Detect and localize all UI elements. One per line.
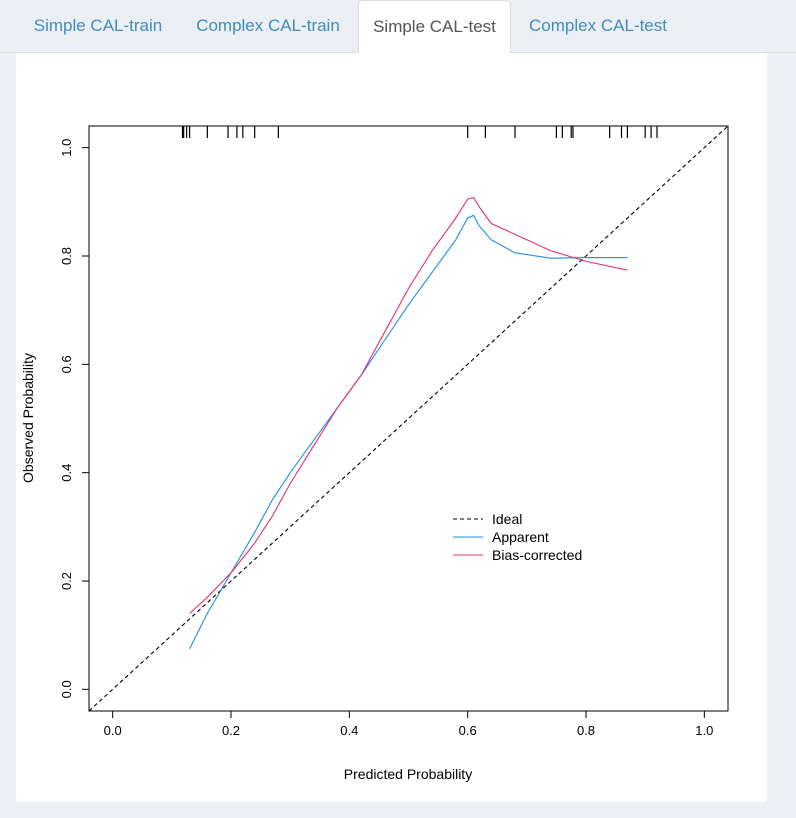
y-tick-label-0: 0.0 — [59, 680, 74, 698]
legend-bias-corrected-label: Bias-corrected — [492, 547, 582, 563]
y-tick-label-5: 1.0 — [59, 139, 74, 157]
y-axis-label: Observed Probability — [20, 353, 36, 483]
x-tick-label-0: 0.0 — [104, 723, 122, 738]
tab-bar: Simple CAL-train Complex CAL-train Simpl… — [0, 0, 796, 54]
plot-frame — [88, 125, 729, 712]
series-apparent-line — [189, 214, 628, 649]
y-tick-label-2: 0.4 — [59, 464, 74, 482]
tab-simple-cal-train[interactable]: Simple CAL-train — [33, 16, 163, 35]
y-tick-label-4: 0.8 — [59, 247, 74, 265]
legend-ideal-label: Ideal — [492, 511, 522, 527]
tab-complex-cal-test[interactable]: Complex CAL-test — [529, 16, 667, 35]
x-tick-label-4: 0.8 — [577, 723, 595, 738]
x-tick-label-3: 0.6 — [459, 723, 477, 738]
calibration-chart: 0.0 0.2 0.4 0.6 0.8 1.0 0.0 0.2 0.4 0.6 0.8 1.0 Pre… — [20, 125, 729, 782]
tab-complex-cal-train[interactable]: Complex CAL-train — [196, 16, 340, 35]
x-tick-label-2: 0.4 — [340, 723, 358, 738]
x-tick-label-5: 1.0 — [695, 723, 713, 738]
legend: Ideal Apparent Bias-corrected — [453, 511, 582, 563]
x-axis-label: Predicted Probability — [344, 766, 472, 782]
x-tick-label-1: 0.2 — [222, 723, 240, 738]
tab-simple-cal-test[interactable]: Simple CAL-test — [358, 0, 511, 54]
tab-content-panel: 0.0 0.2 0.4 0.6 0.8 1.0 0.0 0.2 0.4 0.6 0.8 1.0 Pre… — [16, 53, 767, 802]
series-ideal-line — [88, 125, 729, 712]
legend-apparent-label: Apparent — [492, 529, 549, 545]
y-tick-label-1: 0.2 — [59, 572, 74, 590]
series-bias-corrected-line — [189, 196, 628, 614]
y-tick-label-3: 0.6 — [59, 355, 74, 373]
